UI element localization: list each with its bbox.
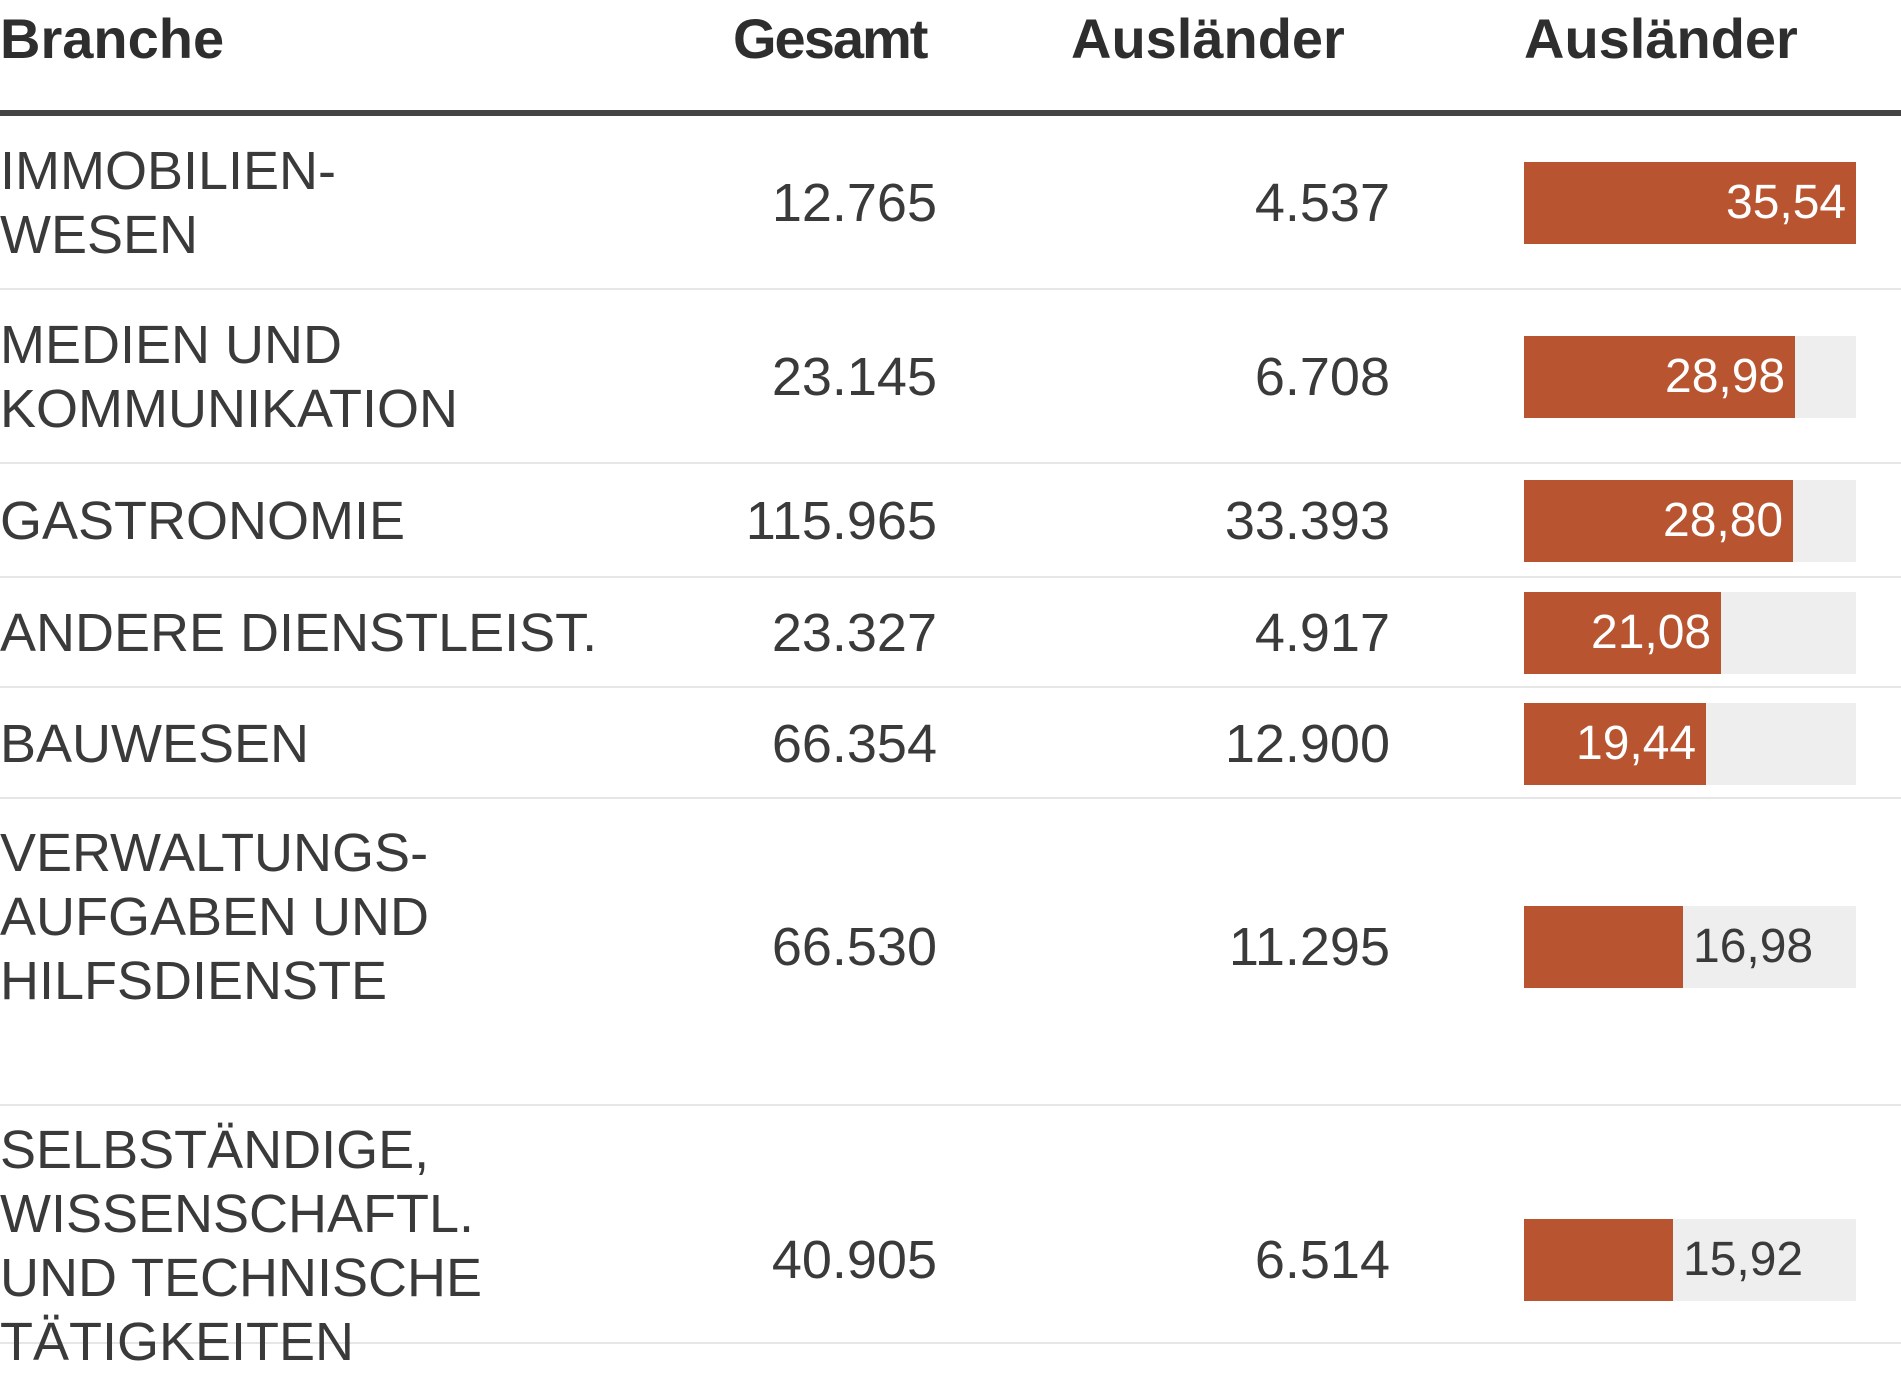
auslaender-cell: 4.537 (1254, 173, 1390, 233)
table-row: IMMOBILIEN- WESEN 12.765 4.537 35,54 (0, 116, 1901, 290)
branche-cell: ANDERE DIENSTLEIST. (0, 603, 598, 663)
bar-fill (1524, 702, 1706, 785)
bar-value-label: 21,08 (1591, 606, 1712, 659)
bar-fill (1524, 336, 1795, 418)
auslaender-cell: 33.393 (1224, 491, 1390, 551)
gesamt-cell: 66.530 (771, 917, 937, 977)
table-header: Branche Gesamt Ausländer Ausländer (0, 0, 1901, 116)
table-row: ANDERE DIENSTLEIST. 23.327 4.917 21,08 (0, 578, 1901, 688)
auslaender-cell: 6.514 (1254, 1230, 1390, 1290)
bar-value-label: 35,54 (1726, 176, 1847, 229)
bar-fill (1524, 592, 1721, 674)
table-row: SELBSTÄNDIGE, WISSENSCHAFTL. UND TECHNISCH… (0, 1106, 1901, 1372)
table-row: GASTRONOMIE 115.965 33.393 28,80 (0, 464, 1901, 578)
branche-cell: VERWALTUNGS- AUFGABEN UND HILFSDIENSTE (0, 823, 430, 1011)
header-auslaender: Ausländer (1071, 7, 1345, 70)
table-row: BAUWESEN 66.354 12.900 19,44 (0, 688, 1901, 799)
header-gesamt: Gesamt (733, 7, 928, 70)
branche-cell: IMMOBILIEN- WESEN (0, 141, 337, 265)
bar-value-label: 19,44 (1576, 716, 1697, 770)
gesamt-cell: 66.354 (771, 713, 937, 774)
bar-track: 19,44 (1524, 702, 1856, 785)
bar-fill (1524, 480, 1793, 562)
bar-fill (1524, 906, 1683, 988)
bar-value-label: 28,80 (1663, 494, 1784, 547)
bar-track: 21,08 (1524, 592, 1856, 674)
auslaender-cell: 4.917 (1254, 603, 1390, 663)
header-auslaender-pct: Ausländer (1524, 7, 1798, 70)
bar-track: 15,92 (1524, 1219, 1856, 1301)
gesamt-cell: 12.765 (771, 173, 937, 233)
branche-cell: MEDIEN UND KOMMUNIKATION (0, 315, 458, 439)
bar-fill (1524, 1219, 1673, 1301)
gesamt-cell: 23.145 (771, 347, 937, 407)
gesamt-cell: 40.905 (771, 1230, 937, 1290)
bar-track: 16,98 (1524, 906, 1856, 988)
gesamt-cell: 115.965 (745, 491, 937, 551)
auslaender-cell: 6.708 (1254, 347, 1390, 407)
bar-track: 35,54 (1524, 162, 1856, 244)
branche-cell: SELBSTÄNDIGE, WISSENSCHAFTL. UND TECHNISCH… (0, 1120, 483, 1372)
header-branche: Branche (0, 7, 225, 70)
bar-value-label: 15,92 (1683, 1233, 1804, 1286)
auslaender-cell: 12.900 (1224, 713, 1390, 774)
branche-cell: GASTRONOMIE (0, 491, 406, 551)
table-row: MEDIEN UND KOMMUNIKATION 23.145 6.708 28,98 (0, 290, 1901, 464)
bar-track: 28,80 (1524, 480, 1856, 562)
bar-track: 28,98 (1524, 336, 1856, 418)
bar-fill (1524, 162, 1856, 244)
auslaender-cell: 11.295 (1228, 917, 1390, 977)
bar-value-label: 28,98 (1665, 350, 1786, 403)
bar-value-label: 16,98 (1693, 920, 1814, 973)
gesamt-cell: 23.327 (771, 603, 937, 663)
branche-cell: BAUWESEN (0, 713, 310, 774)
table-row: VERWALTUNGS- AUFGABEN UND HILFSDIENSTE 66.5… (0, 799, 1901, 1106)
